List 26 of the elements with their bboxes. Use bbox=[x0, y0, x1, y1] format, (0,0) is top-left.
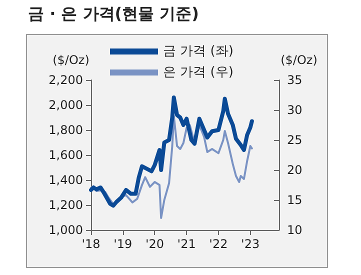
y-tick-label: 1,000 bbox=[48, 223, 83, 237]
x-tick-label: '18 bbox=[82, 237, 100, 251]
y2-tick-label: 15 bbox=[287, 193, 302, 207]
y2-tick-label: 10 bbox=[287, 223, 302, 237]
y-tick-label: 1,200 bbox=[48, 198, 83, 212]
x-tick-label: '20 bbox=[145, 237, 164, 251]
y-tick-label: 1,600 bbox=[48, 148, 83, 162]
y2-tick-label: 30 bbox=[287, 103, 302, 117]
x-tick-label: '23 bbox=[241, 237, 260, 251]
y2-tick-label: 35 bbox=[287, 73, 302, 87]
x-tick-label: '21 bbox=[177, 237, 196, 251]
y-tick-label: 1,800 bbox=[48, 123, 83, 137]
legend-label: 은 가격 (우) bbox=[163, 65, 234, 80]
y2-tick-label: 25 bbox=[287, 133, 302, 147]
x-tick-label: '22 bbox=[209, 237, 228, 251]
legend-label: 금 가격 (좌) bbox=[163, 44, 234, 59]
line-series bbox=[90, 115, 253, 219]
x-tick-label: '19 bbox=[114, 237, 132, 251]
y-axis-title: ($/Oz) bbox=[52, 53, 90, 67]
y-tick-label: 2,200 bbox=[48, 73, 83, 87]
y-tick-label: 2,000 bbox=[48, 98, 83, 112]
y-tick-label: 1,400 bbox=[48, 173, 83, 187]
line-series bbox=[89, 96, 254, 208]
chart-title: 금 · 은 가격(현물 기준) bbox=[28, 4, 199, 25]
y2-tick-label: 20 bbox=[287, 163, 302, 177]
y2-axis-title: ($/Oz) bbox=[280, 53, 318, 67]
